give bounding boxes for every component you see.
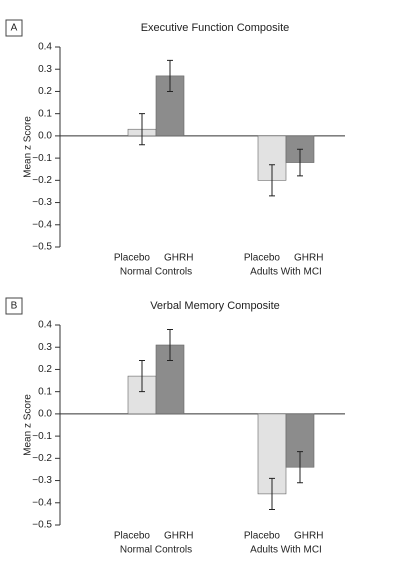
x-series-label: GHRH xyxy=(294,531,323,542)
x-category-label: Normal Controls xyxy=(120,267,192,278)
error-bar xyxy=(139,360,145,393)
chart-title: Verbal Memory Composite xyxy=(150,300,280,312)
y-tick-label: 0.0 xyxy=(38,409,52,420)
error-bar xyxy=(297,148,303,177)
x-series-label: Placebo xyxy=(114,531,151,542)
error-bar xyxy=(297,451,303,484)
y-tick-label: 0.0 xyxy=(38,131,52,142)
x-series-label: Placebo xyxy=(114,253,151,264)
x-series-label: GHRH xyxy=(294,253,323,264)
y-axis-label: Mean z Score xyxy=(23,394,34,456)
y-tick-label: 0.4 xyxy=(38,42,52,53)
y-tick-label: −0.4 xyxy=(32,497,52,508)
y-tick-label: −0.5 xyxy=(32,520,52,531)
error-bar xyxy=(269,477,275,510)
y-tick-label: −0.1 xyxy=(32,431,52,442)
x-series-label: GHRH xyxy=(164,253,193,264)
error-bar xyxy=(139,113,145,146)
error-bar xyxy=(269,164,275,197)
panel-label: B xyxy=(11,301,18,312)
x-series-label: GHRH xyxy=(164,531,193,542)
y-tick-label: 0.3 xyxy=(38,342,52,353)
x-category-label: Adults With MCI xyxy=(250,267,322,278)
x-series-label: Placebo xyxy=(244,253,281,264)
y-tick-label: 0.4 xyxy=(38,320,52,331)
y-tick-label: −0.4 xyxy=(32,219,52,230)
y-tick-label: 0.2 xyxy=(38,86,52,97)
y-tick-label: 0.2 xyxy=(38,364,52,375)
y-tick-label: −0.3 xyxy=(32,475,52,486)
x-category-label: Adults With MCI xyxy=(250,545,322,556)
panel-label: A xyxy=(11,23,18,34)
panel-box xyxy=(5,19,23,37)
x-series-label: Placebo xyxy=(244,531,281,542)
error-bar xyxy=(167,328,173,362)
y-tick-label: −0.2 xyxy=(32,453,52,464)
y-axis-label: Mean z Score xyxy=(23,116,34,178)
y-tick-label: −0.2 xyxy=(32,175,52,186)
y-tick-label: 0.3 xyxy=(38,64,52,75)
y-tick-label: 0.1 xyxy=(38,108,52,119)
y-tick-label: −0.3 xyxy=(32,197,52,208)
y-tick-label: 0.1 xyxy=(38,386,52,397)
y-tick-label: −0.1 xyxy=(32,153,52,164)
error-bar xyxy=(167,59,173,92)
y-tick-label: −0.5 xyxy=(32,242,52,253)
panel-box xyxy=(5,297,23,315)
x-category-label: Normal Controls xyxy=(120,545,192,556)
chart-title: Executive Function Composite xyxy=(141,22,290,34)
